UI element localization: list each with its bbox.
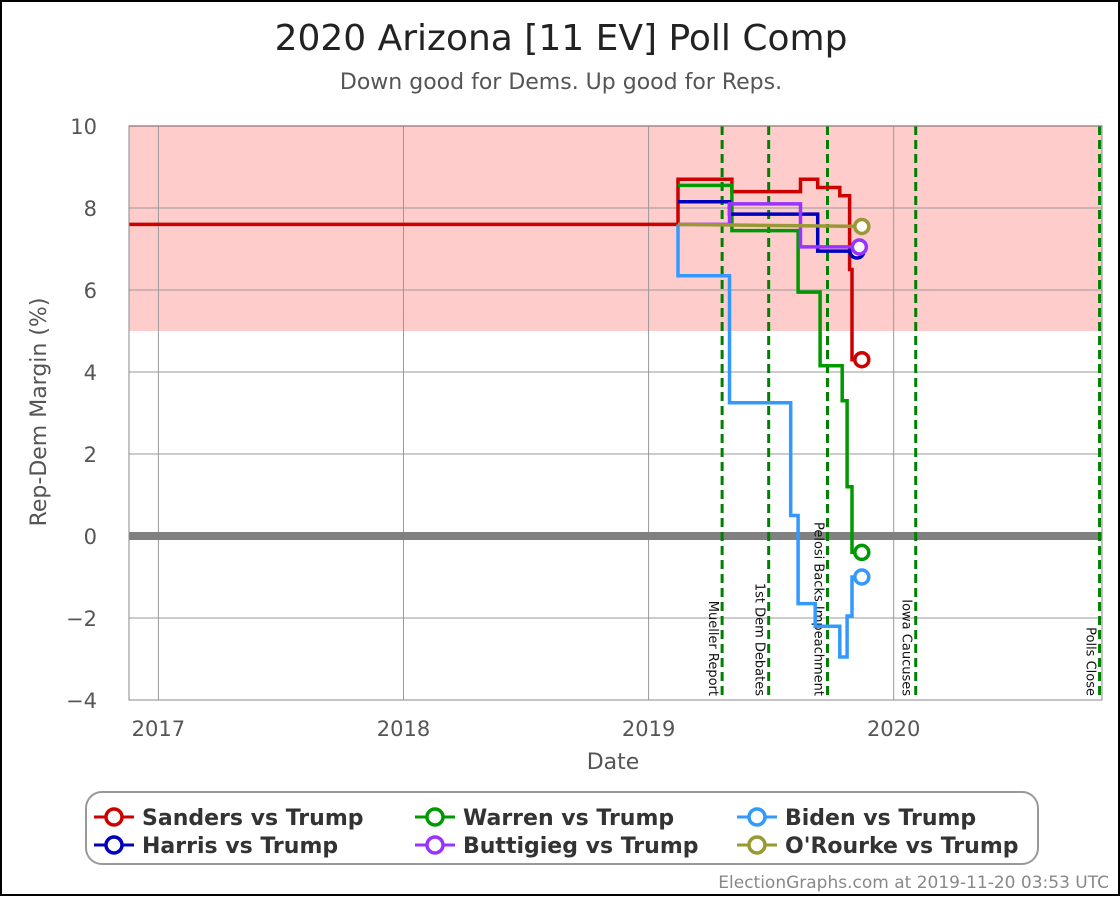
x-axis-label: Date: [587, 750, 640, 775]
legend-swatch-marker: [104, 807, 124, 827]
y-tick-label: 0: [84, 525, 97, 549]
y-tick-label: −4: [66, 689, 97, 713]
y-axis-label: Rep-Dem Margin (%): [27, 298, 52, 527]
series-line: [676, 224, 862, 659]
series-line: [677, 222, 862, 229]
series-endpoint: [853, 350, 871, 369]
legend-swatch-marker: [747, 835, 767, 855]
chart-title: 2020 Arizona [11 EV] Poll Comp: [275, 18, 848, 59]
chart-subtitle: Down good for Dems. Up good for Reps.: [340, 70, 782, 95]
y-tick-label: −2: [66, 607, 97, 631]
event-label: Iowa Caucuses: [899, 599, 914, 696]
event-label: Polls Close: [1083, 627, 1098, 696]
y-tick-label: 6: [84, 279, 97, 303]
legend-entry-label: Buttigieg vs Trump: [463, 834, 699, 859]
legend-entry-label: Sanders vs Trump: [142, 806, 364, 831]
legend-entry-label: Harris vs Trump: [142, 834, 338, 859]
event-label: 1st Dem Debates: [752, 583, 767, 696]
legend-swatch-marker: [104, 835, 124, 855]
x-tick-label: 2018: [377, 717, 430, 741]
legend: Sanders vs Trump Warren vs Trump Biden vs …: [85, 791, 1039, 865]
rep-band: [129, 126, 1102, 331]
footer-credit: ElectionGraphs.com at 2019-11-20 03:53 U…: [718, 873, 1109, 893]
legend-entry-label: Warren vs Trump: [463, 806, 674, 831]
series-endpoint: [853, 217, 871, 236]
series-endpoint: [850, 238, 869, 256]
event-label: Pelosi Backs Impeachment: [811, 522, 826, 696]
y-tick-label: 4: [84, 361, 97, 385]
plot-area: −4 −2 0 2 4 6 8 10 2017 2018 2019 2020 Mueller Repor…: [66, 115, 1103, 741]
legend-entry-label: Biden vs Trump: [785, 806, 976, 831]
event-label: Mueller Report: [705, 601, 720, 696]
y-tick-label: 2: [84, 443, 97, 467]
y-tick-label: 10: [70, 115, 97, 139]
x-tick-label: 2020: [867, 717, 920, 741]
series-endpoint: [853, 568, 871, 586]
series-line: [678, 200, 857, 253]
plot-border: [128, 125, 1103, 701]
series-line: [678, 183, 862, 555]
x-tick-label: 2017: [132, 717, 185, 741]
legend-swatch-marker: [747, 807, 767, 827]
series-line: [129, 177, 862, 362]
legend-swatch-marker: [425, 807, 445, 827]
legend-box: [85, 791, 1039, 865]
legend-swatch-marker: [425, 835, 445, 855]
y-tick-label: 8: [84, 197, 97, 221]
series-endpoint: [853, 543, 871, 562]
x-tick-label: 2019: [622, 717, 675, 741]
legend-entry-label: O'Rourke vs Trump: [785, 834, 1019, 859]
